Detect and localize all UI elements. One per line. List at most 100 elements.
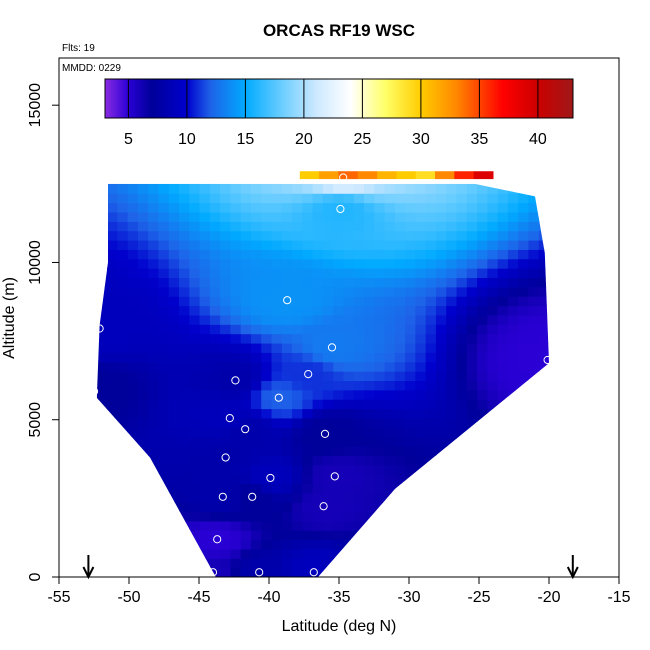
field-cell [117, 380, 129, 391]
field-cell [425, 436, 437, 447]
field-cell [107, 530, 118, 541]
field-cell [446, 492, 458, 503]
field-cell [220, 502, 232, 513]
field-cell [343, 183, 355, 194]
field-cell [168, 417, 180, 428]
field-cell [394, 483, 406, 494]
field-cell [271, 211, 283, 222]
field-cell [230, 399, 242, 410]
field-cell [466, 520, 478, 531]
field-cell [148, 230, 160, 241]
field-cell [127, 417, 139, 428]
field-cell [189, 530, 201, 541]
field-cell [477, 408, 488, 419]
colorbar-frame [104, 78, 574, 119]
field-cell [292, 502, 303, 513]
field-cell [261, 548, 273, 559]
field-cell [528, 202, 540, 213]
field-cell [168, 399, 180, 410]
field-cell [466, 221, 478, 232]
field-cell [168, 492, 180, 503]
field-cell [456, 202, 468, 213]
field-cell [312, 211, 324, 222]
field-cell [189, 436, 201, 447]
field-cell [107, 427, 118, 438]
field-cell [220, 324, 232, 335]
field-cell [199, 464, 211, 475]
field-cell [292, 314, 303, 325]
field-cell [302, 230, 314, 241]
field-cell [189, 417, 201, 428]
field-cell [466, 474, 478, 484]
field-cell [374, 492, 386, 503]
field-cell [446, 539, 458, 550]
field-cell [497, 548, 509, 559]
field-cell [507, 558, 519, 569]
field-cell [189, 324, 201, 335]
field-cell [353, 474, 365, 484]
field-cell [137, 342, 149, 353]
field-cell [343, 221, 355, 232]
field-cell [343, 352, 355, 363]
field-cell [209, 399, 221, 410]
field-cell [302, 183, 314, 194]
field-cell [148, 474, 160, 484]
field-cell [415, 389, 427, 400]
field-cell [538, 211, 550, 222]
field-cell [487, 530, 499, 541]
field-cell [312, 558, 324, 569]
field-cell [322, 314, 334, 325]
field-cell [261, 539, 273, 550]
observation-point [336, 204, 345, 214]
field-cell [148, 483, 160, 494]
field-cell [374, 211, 386, 222]
field-cell [322, 258, 334, 269]
field-cell [405, 221, 416, 232]
field-cell [456, 314, 468, 325]
field-cell [497, 211, 509, 222]
field-cell [209, 548, 221, 559]
observation-point [221, 453, 230, 462]
field-cell [250, 268, 262, 279]
field-cell [179, 558, 190, 569]
field-cell [446, 333, 458, 344]
field-cell [446, 464, 458, 475]
field-cell [415, 492, 427, 503]
field-cell [179, 539, 190, 550]
field-cell [220, 371, 232, 382]
observation-point [213, 535, 222, 544]
field-cell [394, 436, 406, 447]
field-cell [497, 239, 509, 250]
field-cell [446, 230, 458, 241]
field-cell [405, 314, 416, 325]
field-cell [497, 268, 509, 279]
field-cell [415, 258, 427, 269]
field-cell [220, 239, 232, 250]
field-cell [302, 286, 314, 297]
field-cell [281, 455, 293, 466]
field-cell [302, 399, 314, 410]
field-cell [230, 417, 242, 428]
field-cell [384, 389, 396, 400]
field-cell [250, 211, 262, 222]
field-cell [230, 548, 242, 559]
field-cell [292, 277, 303, 288]
field-cell [189, 445, 201, 456]
field-cell [466, 548, 478, 559]
field-cell [240, 296, 252, 307]
field-cell [312, 305, 324, 316]
field-cell [322, 211, 334, 222]
field-cell [497, 314, 509, 325]
field-cell [312, 221, 324, 232]
field-cell [137, 445, 149, 456]
field-cell [446, 239, 458, 250]
field-cell [271, 230, 283, 241]
field-cell [137, 399, 149, 410]
field-cell [127, 211, 139, 222]
field-cell [209, 286, 221, 297]
field-cell [384, 193, 396, 204]
field-cell [250, 502, 262, 513]
field-cell [394, 268, 406, 279]
field-cell [364, 539, 375, 550]
top-strip-cell [299, 171, 320, 180]
